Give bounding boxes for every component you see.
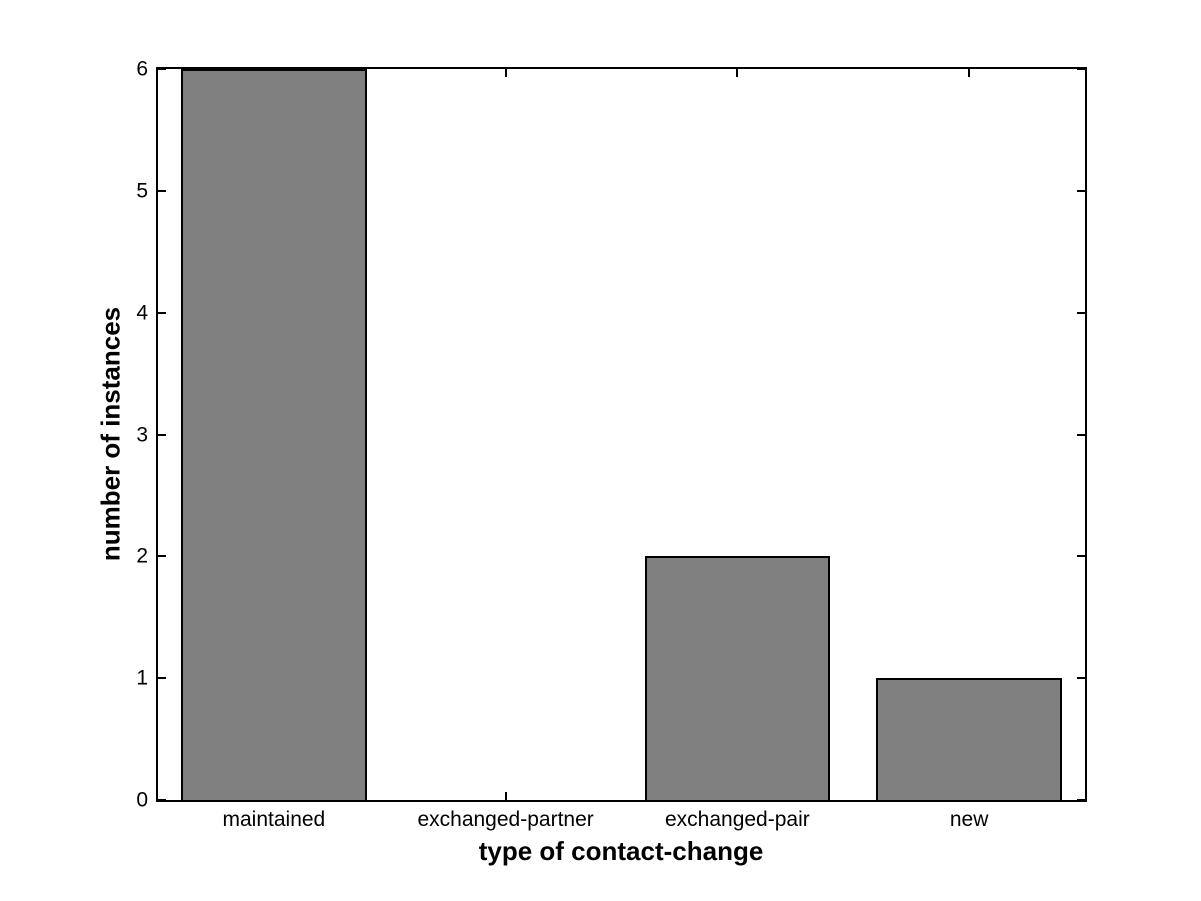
x-tick-label: new [949,808,989,831]
y-tick-label: 4 [136,301,148,325]
y-tick-right [1077,799,1085,801]
y-tick-right [1077,311,1085,314]
x-tick-label: maintained [222,808,326,831]
x-tick-label: exchanged-partner [417,808,594,831]
y-tick-right [1077,68,1085,70]
y-tick-left [158,677,166,680]
y-tick-label: 0 [136,788,148,812]
y-tick-left [158,68,166,70]
y-tick-left [158,555,166,558]
y-tick-right [1077,677,1085,680]
bar-exchanged-pair [644,556,831,800]
y-tick-left [158,799,166,801]
y-tick-right [1077,555,1085,558]
bar-maintained [181,69,367,800]
x-tick-top [736,69,739,77]
x-tick-top [968,69,971,77]
y-tick-left [158,311,166,314]
y-tick-label: 2 [136,544,148,568]
bar-new [876,678,1062,800]
x-axis-title: type of contact-change [478,836,764,866]
plot-area [156,67,1087,802]
y-tick-label: 6 [136,57,148,81]
y-tick-label: 5 [136,179,148,203]
x-tick-label: exchanged-pair [664,808,810,831]
y-tick-label: 1 [136,666,148,690]
y-axis-title: number of instances [95,306,126,562]
x-tick-bottom [504,792,507,800]
y-tick-label: 3 [136,423,148,446]
y-tick-right [1077,433,1085,436]
y-tick-left [158,189,166,192]
y-tick-left [158,433,166,436]
y-tick-right [1077,189,1085,192]
x-tick-top [504,69,507,77]
